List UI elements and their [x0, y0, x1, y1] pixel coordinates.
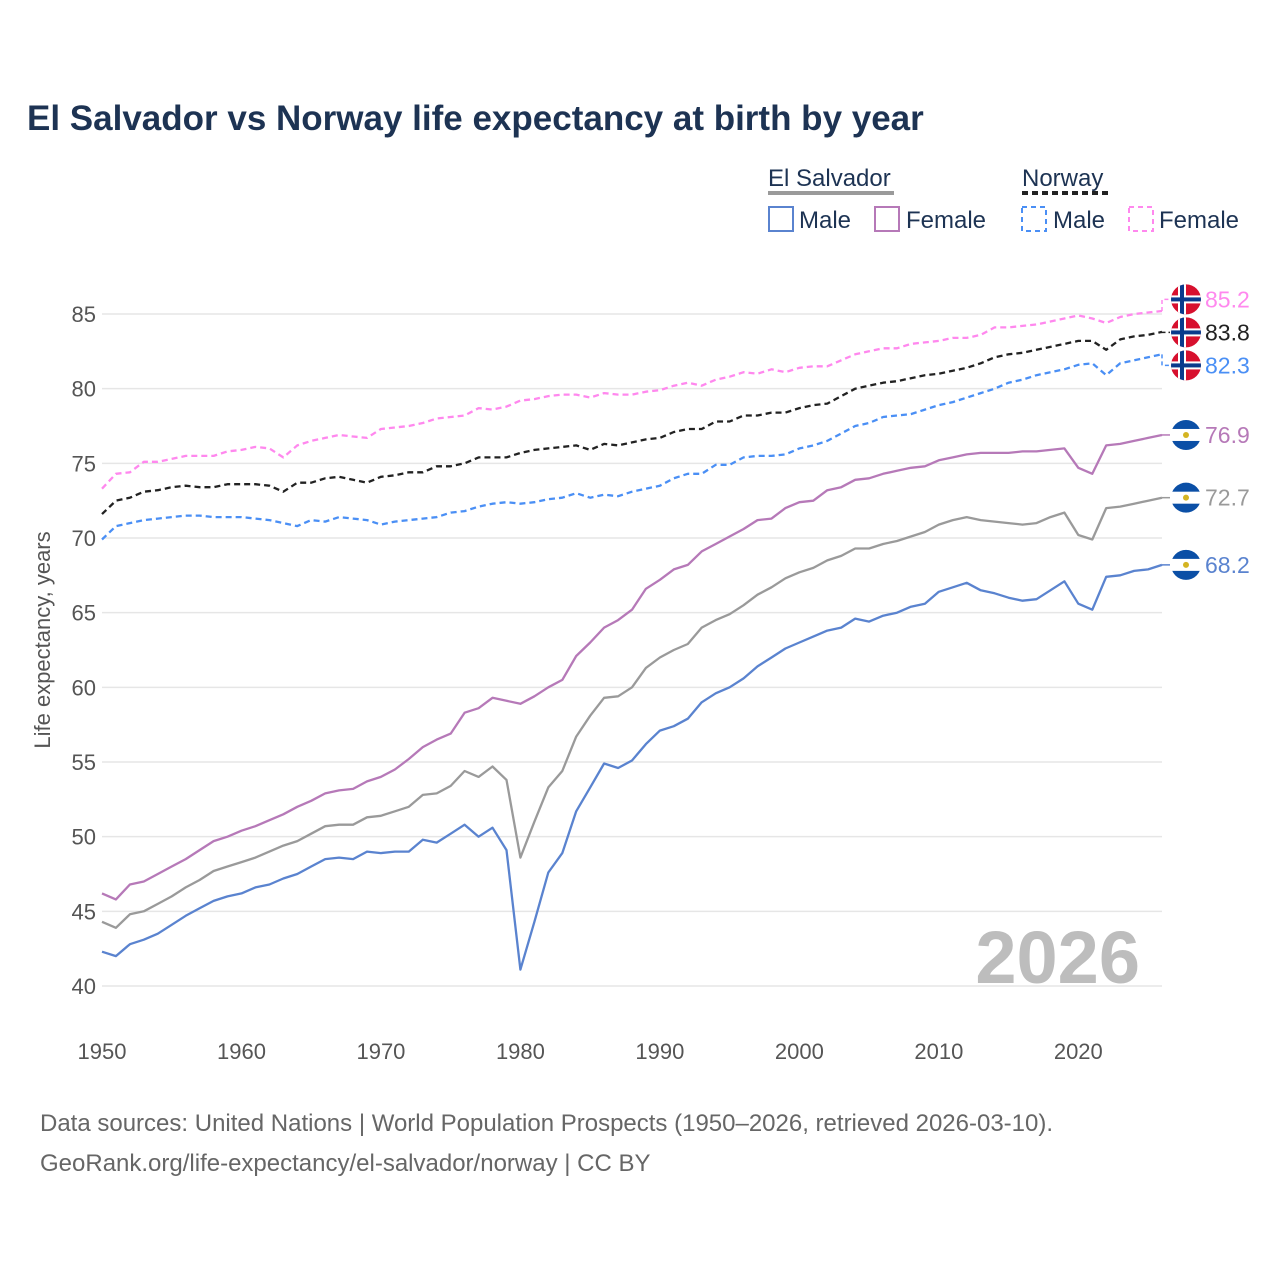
legend-group-norway: Norway	[1022, 165, 1103, 192]
legend-label-el-salvador-female: Female	[906, 207, 986, 234]
y-axis-label: Life expectancy, years	[30, 531, 55, 748]
x-tick-label: 1950	[78, 1039, 127, 1064]
series-line-norway-total	[101, 330, 1163, 515]
x-tick-label: 1960	[217, 1039, 266, 1064]
legend-label-el-salvador-male: Male	[799, 207, 851, 234]
end-label-el-salvador-male: 68.2	[1162, 549, 1250, 580]
end-value: 76.9	[1205, 422, 1250, 448]
x-tick-label: 1980	[496, 1039, 545, 1064]
end-label-norway-total: 83.8	[1161, 317, 1250, 348]
y-tick-label: 80	[72, 377, 96, 402]
norway-flag-icon	[1171, 284, 1201, 315]
y-tick-label: 50	[72, 825, 96, 850]
end-label-el-salvador-female: 76.9	[1162, 419, 1250, 450]
legend: El Salvador Male Female Norway Male Fema…	[768, 165, 1239, 234]
end-value: 85.2	[1205, 286, 1250, 312]
x-tick-label: 1990	[635, 1039, 684, 1064]
legend-swatch-norway-male	[1021, 206, 1047, 232]
legend-group-el-salvador: El Salvador	[768, 165, 891, 192]
y-tick-label: 75	[72, 451, 96, 476]
year-watermark: 2026	[975, 916, 1140, 999]
chart-title: El Salvador vs Norway life expectancy at…	[27, 99, 924, 138]
end-value: 82.3	[1205, 352, 1250, 378]
end-label-norway-female: 85.2	[1161, 284, 1250, 315]
series-line-norway-male	[101, 353, 1163, 541]
legend-label-norway-male: Male	[1053, 207, 1105, 234]
series-line-el-salvador-male	[101, 563, 1163, 971]
y-tick-label: 70	[72, 526, 96, 551]
y-tick-label: 55	[72, 750, 96, 775]
end-label-el-salvador-total: 72.7	[1162, 482, 1250, 513]
y-tick-label: 85	[72, 302, 96, 327]
end-value: 83.8	[1205, 319, 1250, 345]
norway-flag-icon	[1171, 317, 1201, 348]
y-tick-label: 40	[72, 974, 96, 999]
y-tick-label: 65	[72, 601, 96, 626]
el-salvador-flag-icon	[1171, 419, 1201, 450]
x-tick-label: 2000	[775, 1039, 824, 1064]
x-tick-label: 2010	[914, 1039, 963, 1064]
x-tick-label: 1970	[356, 1039, 405, 1064]
series-line-norway-female	[101, 309, 1163, 490]
end-value: 68.2	[1205, 552, 1250, 578]
norway-flag-icon	[1171, 350, 1201, 381]
end-value: 72.7	[1205, 485, 1250, 511]
series-line-el-salvador-female	[101, 433, 1163, 901]
y-tick-label: 45	[72, 899, 96, 924]
el-salvador-flag-icon	[1171, 549, 1201, 580]
footer-source: Data sources: United Nations | World Pop…	[40, 1110, 1053, 1137]
series-line-el-salvador-total	[101, 496, 1163, 929]
legend-label-norway-female: Female	[1159, 207, 1239, 234]
y-tick-label: 60	[72, 675, 96, 700]
legend-swatch-el-salvador-male	[768, 206, 794, 232]
legend-swatch-norway-female	[1128, 206, 1154, 232]
end-label-norway-male: 82.3	[1161, 350, 1250, 381]
legend-swatch-el-salvador-female	[874, 206, 900, 232]
el-salvador-flag-icon	[1171, 482, 1201, 513]
footer-url: GeoRank.org/life-expectancy/el-salvador/…	[40, 1150, 651, 1177]
x-tick-label: 2020	[1054, 1039, 1103, 1064]
